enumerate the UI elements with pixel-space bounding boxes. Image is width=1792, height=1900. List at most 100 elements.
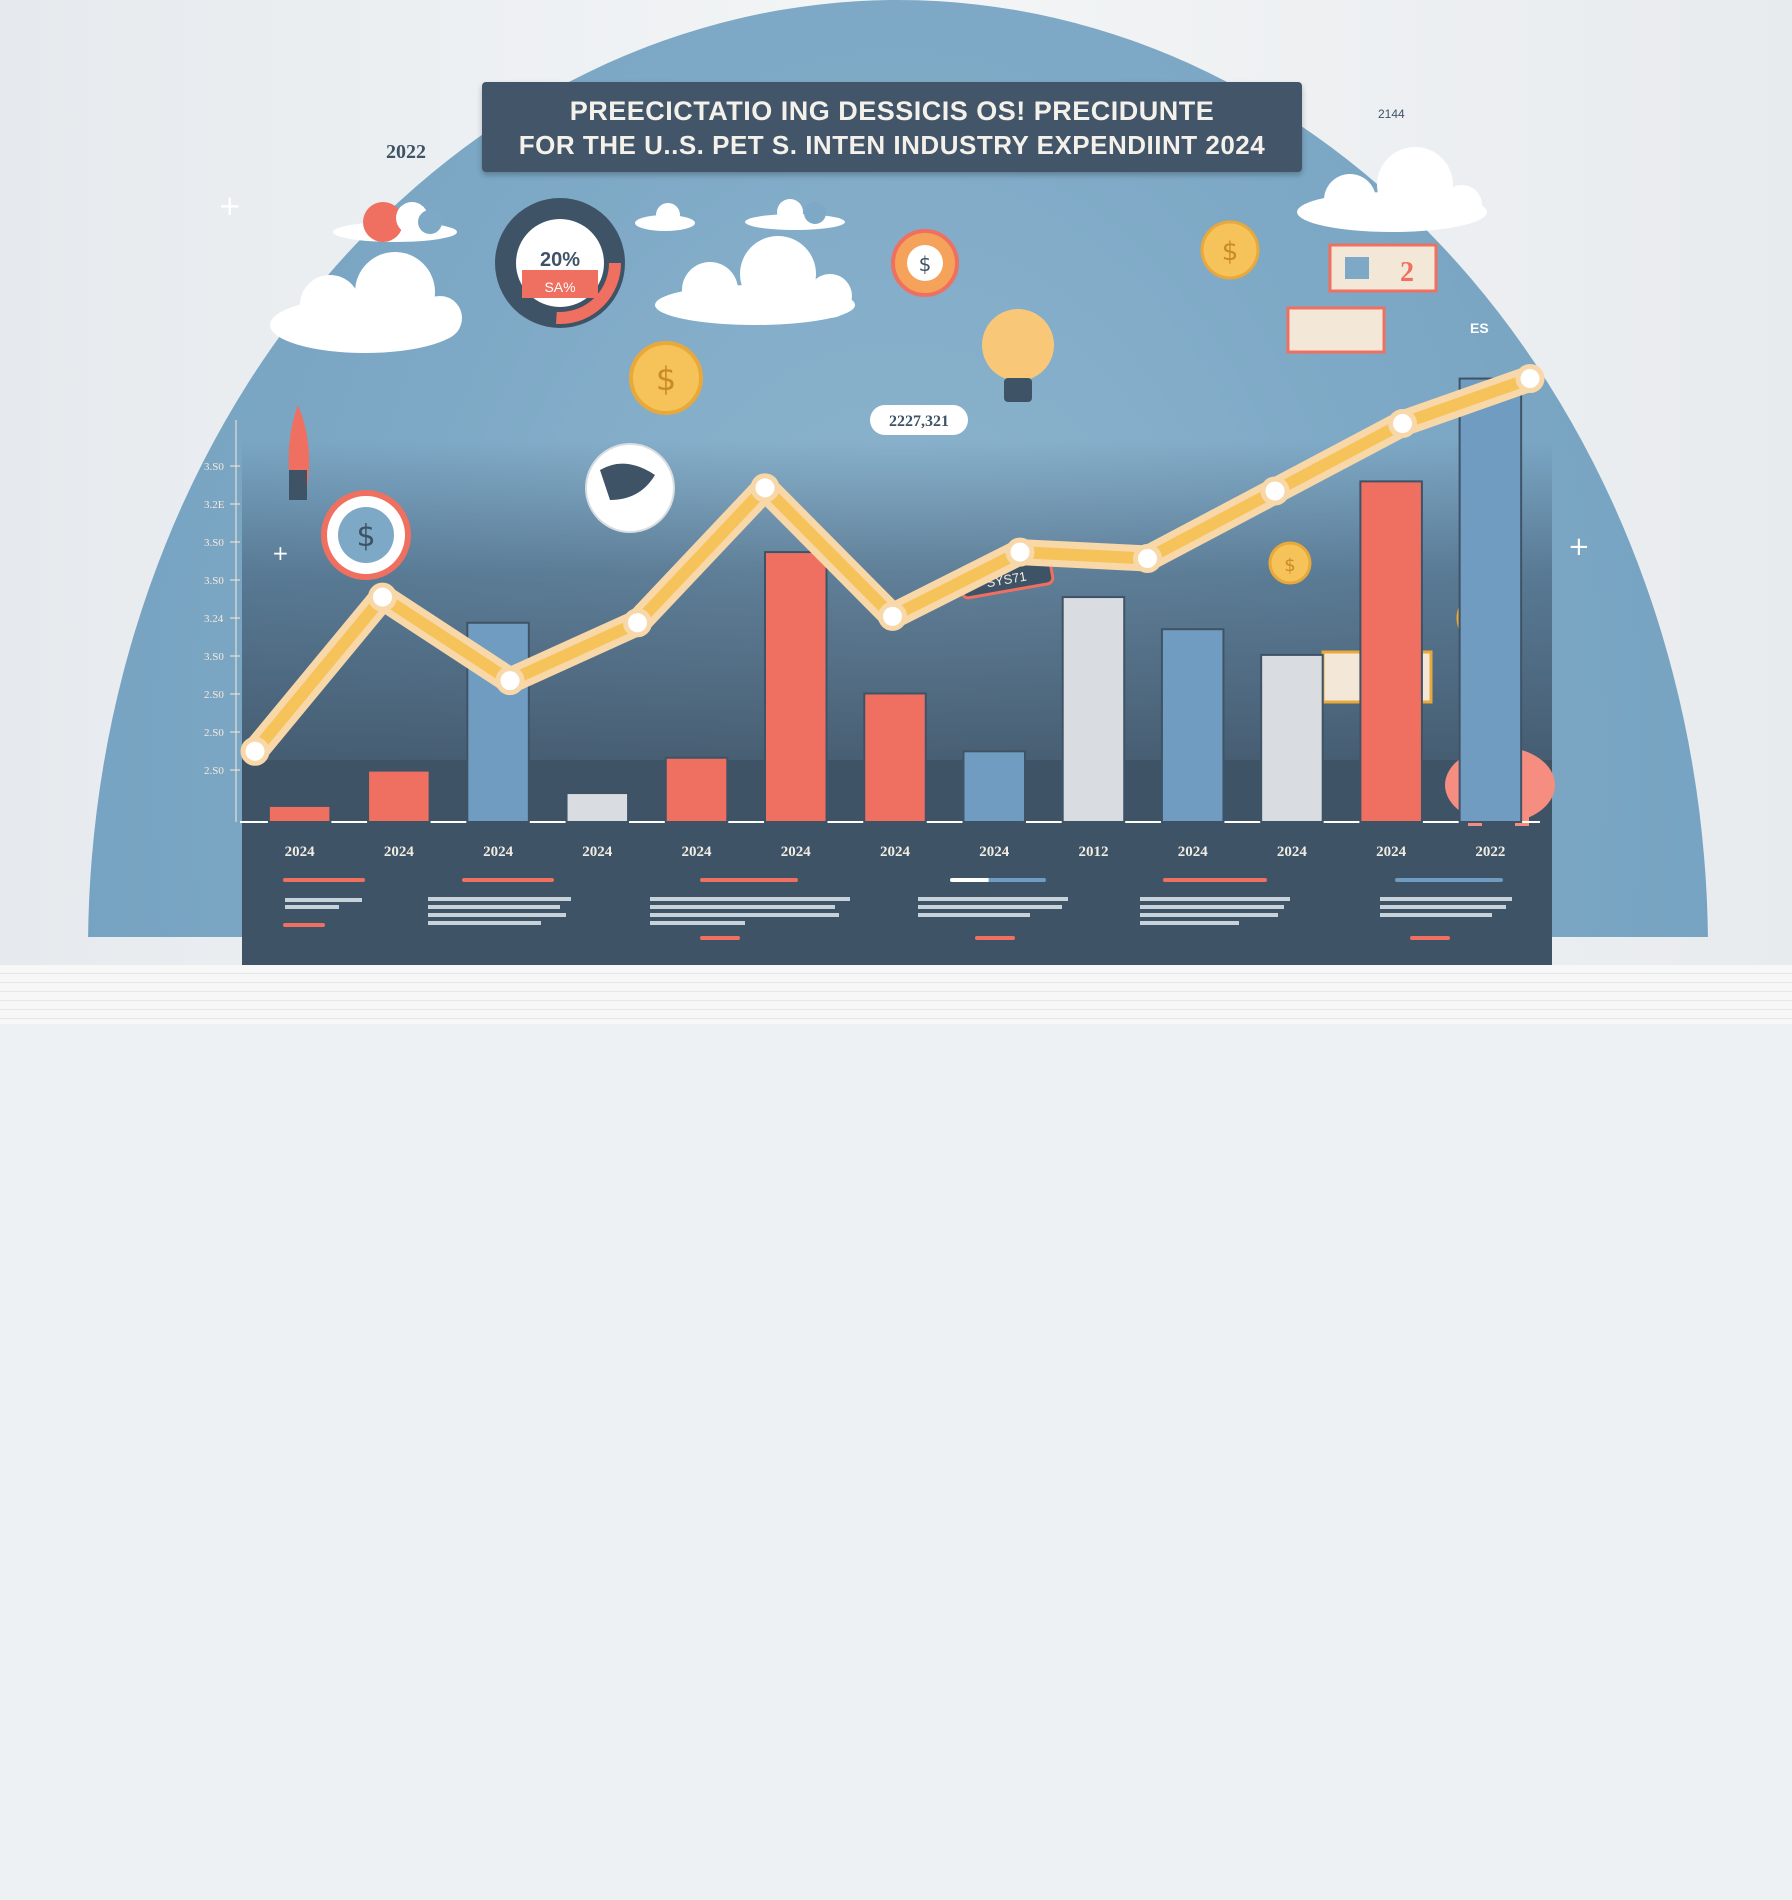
ring-percent: 20% (540, 249, 580, 271)
corner-label: 2144 (1378, 107, 1405, 121)
top-tag: ES (1470, 320, 1489, 336)
sparkle-icon: + (1568, 532, 1590, 562)
svg-text:$: $ (1284, 555, 1295, 576)
x-tick-label: 2024 (384, 844, 415, 860)
y-tick-label: 2.S0 (204, 765, 224, 777)
chart-title-line1: PREECICTATIO ING DESSICIS OS! PRECIDUNTE (569, 96, 1215, 126)
y-tick-label: 3.2E (204, 499, 225, 511)
y-tick-label: 3.S0 (204, 461, 224, 473)
y-tick-label: 3.S0 (204, 651, 224, 663)
banknote-icon (1286, 306, 1386, 354)
bar (1061, 596, 1126, 823)
cloud-icon (745, 199, 845, 230)
bar-chart: 3.S0 3.2E 3.S0 3.S0 3.24 3.S0 2.S0 2.S0 2.S0 2024… (204, 364, 1545, 860)
bar (1160, 628, 1225, 824)
coin-icon: $ (1268, 541, 1312, 585)
bar (1359, 480, 1423, 823)
caption-accent (283, 923, 325, 927)
caption-block (428, 893, 578, 929)
globe-icon (585, 443, 675, 533)
x-tick-label: 2024 (979, 844, 1010, 860)
x-tick-label: 2024 (285, 844, 316, 860)
value-tag: 2227,321 (889, 413, 949, 430)
caption-block (285, 895, 375, 912)
chart-title-line2: FOR THE U..S. PET S. INTEN INDUSTRY EXPE… (518, 130, 1266, 160)
value-tag-box (870, 405, 968, 435)
coin-icon: $ (629, 341, 703, 415)
svg-text:$: $ (656, 360, 676, 398)
title-box: PREECICTATIO ING DESSICIS OS! PRECIDUNTE… (482, 82, 1302, 172)
sparkle-icon: + (272, 541, 289, 565)
trend-point (495, 666, 525, 696)
x-tick-label: 2024 (1277, 844, 1308, 860)
cloud-icon (270, 252, 462, 353)
caption-block (918, 893, 1078, 921)
trend-point (1515, 364, 1545, 394)
percentage-ring-icon (495, 198, 625, 328)
coin-icon: $ (1200, 220, 1260, 280)
y-tick-label: 3.S0 (204, 537, 224, 549)
x-tick-label: 2024 (582, 844, 613, 860)
badge-2022: 2022 (386, 141, 426, 163)
bar (1260, 653, 1324, 824)
trend-point (878, 601, 907, 631)
caption-accent (1410, 936, 1450, 940)
y-tick-label: 2.S0 (204, 727, 224, 739)
lightbulb-icon (982, 309, 1054, 402)
caption-accent (1163, 878, 1267, 882)
x-tick-label: 2024 (880, 844, 911, 860)
caption-block (1140, 893, 1300, 929)
x-tick-label: 2024 (1178, 844, 1209, 860)
svg-text:$: $ (919, 252, 932, 276)
dollar-badge-icon: $ (321, 490, 411, 580)
caption-accent (700, 878, 798, 882)
cloud-icon (655, 236, 855, 325)
caption-accent (700, 936, 740, 940)
cloud-icon (333, 202, 457, 242)
svg-text:$: $ (356, 519, 375, 554)
caption-accent (1395, 878, 1503, 882)
cloud-icon (635, 203, 695, 231)
bar (565, 792, 630, 824)
trend-point (1005, 537, 1035, 567)
trend-point (750, 473, 780, 503)
caption-block (650, 893, 860, 929)
rocket-icon (288, 405, 310, 500)
coin-icon: $ (891, 229, 959, 297)
decoration-layer: 20% SA% $ $ $ $ $ $ 2 2227,321 SYS71 214… (218, 107, 1590, 826)
y-tick-label: 2.S0 (204, 689, 224, 701)
x-tick-label: 2022 (1475, 844, 1505, 860)
svg-text:$: $ (1222, 237, 1239, 267)
ring-sub: SA% (544, 279, 575, 295)
trend-point (368, 582, 397, 612)
bar (367, 769, 431, 824)
caption-accent (950, 878, 1046, 882)
x-tick-label: 2024 (483, 844, 514, 860)
y-tick-label: 3.24 (204, 613, 224, 625)
bar (1458, 377, 1523, 823)
y-tick-label: 3.S0 (204, 575, 224, 587)
banknote-icon (1328, 243, 1438, 293)
x-tick-label: 2024 (682, 844, 713, 860)
trend-point (1388, 409, 1417, 439)
trend-point (1260, 476, 1290, 506)
trend-point (240, 736, 270, 766)
bar (664, 756, 729, 824)
bar (962, 750, 1026, 823)
caption-accent (283, 878, 365, 882)
caption-accent (462, 878, 554, 882)
cloud-icon (1297, 147, 1487, 232)
sparkle-icon: + (218, 189, 241, 222)
x-tick-label: 2024 (781, 844, 812, 860)
floor (0, 965, 1792, 1024)
banknote-number: 2 (1400, 257, 1414, 288)
trend-point (1133, 544, 1162, 574)
bar (764, 551, 828, 824)
bar (267, 804, 332, 824)
x-tick-label: 2012 (1078, 844, 1108, 860)
x-tick-label: 2024 (1376, 844, 1407, 860)
caption-block (1380, 893, 1520, 921)
bar (863, 692, 927, 824)
caption-accent (975, 936, 1015, 940)
trend-point (623, 608, 652, 638)
